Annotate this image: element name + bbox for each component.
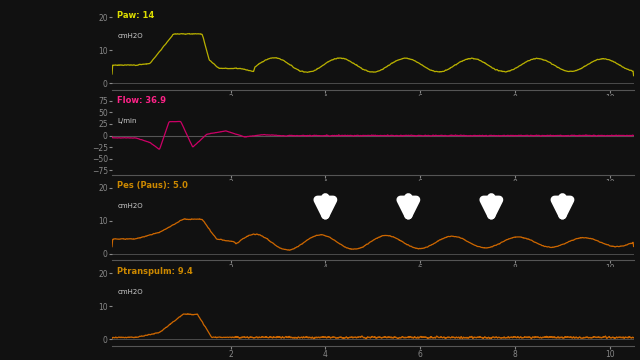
Text: Paw: 14: Paw: 14 [117, 11, 154, 20]
Text: L/min: L/min [117, 118, 137, 124]
Text: Flow: 36.9: Flow: 36.9 [117, 96, 166, 105]
Text: Ptranspulm: 9.4: Ptranspulm: 9.4 [117, 267, 193, 276]
Text: cmH2O: cmH2O [117, 33, 143, 39]
Text: cmH2O: cmH2O [117, 203, 143, 210]
Text: Pes (Paus): 5.0: Pes (Paus): 5.0 [117, 181, 188, 190]
Text: cmH2O: cmH2O [117, 289, 143, 295]
